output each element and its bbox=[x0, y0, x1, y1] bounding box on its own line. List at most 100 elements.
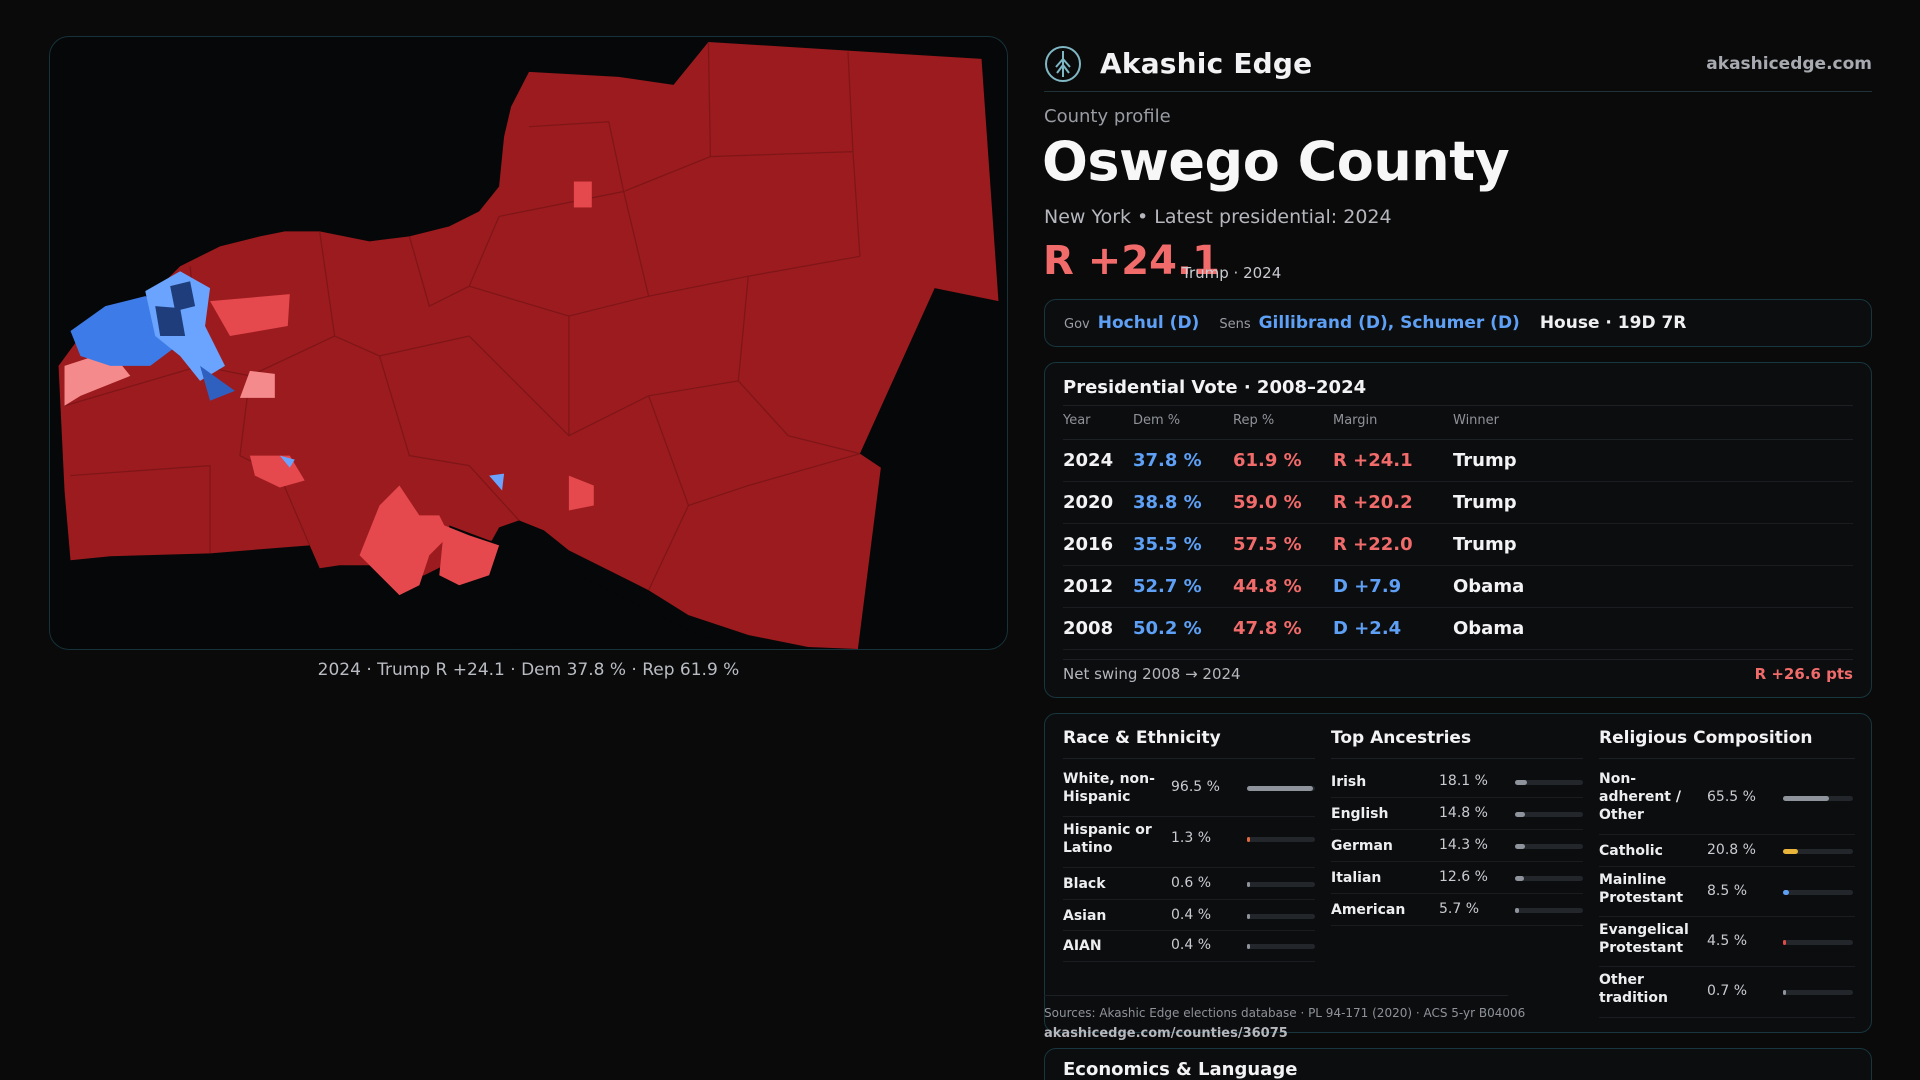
net-swing-label: Net swing 2008 → 2024 bbox=[1063, 665, 1241, 683]
religion-bar bbox=[1783, 890, 1853, 895]
ancestry-value: 14.8 % bbox=[1439, 805, 1488, 821]
sens-key: Sens bbox=[1219, 317, 1251, 332]
ancestry-row: American 5.7 % bbox=[1331, 894, 1583, 926]
swing-rule bbox=[1063, 659, 1853, 660]
religion-bar-fill bbox=[1783, 796, 1829, 801]
col-header-year: Year bbox=[1063, 413, 1091, 428]
senators-link[interactable]: Gillibrand (D), Schumer (D) bbox=[1258, 313, 1520, 333]
ancestry-bar-fill bbox=[1515, 780, 1528, 785]
race-bar bbox=[1247, 914, 1315, 919]
religion-value: 8.5 % bbox=[1707, 883, 1748, 899]
race-value: 0.4 % bbox=[1171, 907, 1212, 923]
sources-url-link[interactable]: akashicedge.com/counties/36075 bbox=[1044, 1026, 1288, 1041]
ancestry-label: Italian bbox=[1331, 870, 1382, 886]
county-map[interactable] bbox=[49, 36, 1008, 650]
row-margin: D +2.4 bbox=[1333, 618, 1402, 639]
ancestry-label: English bbox=[1331, 806, 1389, 822]
religion-bar bbox=[1783, 990, 1853, 995]
col-header-dem: Dem % bbox=[1133, 413, 1181, 428]
site-header: Akashic Edge akashicedge.com bbox=[1044, 36, 1872, 92]
county-map-svg bbox=[58, 41, 999, 649]
presidential-vote-card: Presidential Vote · 2008–2024 Year Dem %… bbox=[1044, 362, 1872, 698]
religion-bar-fill bbox=[1783, 990, 1786, 995]
religion-row: Non-adherent / Other 65.5 % bbox=[1599, 766, 1855, 835]
race-bar bbox=[1247, 882, 1315, 887]
religion-bar bbox=[1783, 940, 1853, 945]
race-value: 0.6 % bbox=[1171, 875, 1212, 891]
row-dem: 52.7 % bbox=[1133, 576, 1202, 597]
religion-label: Other tradition bbox=[1599, 972, 1668, 1006]
latest-margin: R +24.1 bbox=[1043, 238, 1220, 284]
demographics-card: Race & Ethnicity White, non-Hispanic 96.5… bbox=[1044, 713, 1872, 1033]
race-label: Asian bbox=[1063, 908, 1107, 924]
row-rep: 59.0 % bbox=[1233, 492, 1302, 513]
col-header-winner: Winner bbox=[1453, 413, 1500, 428]
ancestry-bar bbox=[1515, 844, 1583, 849]
religion-bar-fill bbox=[1783, 890, 1789, 895]
row-dem: 35.5 % bbox=[1133, 534, 1202, 555]
profile-subline: New York • Latest presidential: 2024 bbox=[1044, 206, 1392, 228]
row-winner: Trump bbox=[1453, 534, 1517, 555]
row-winner: Obama bbox=[1453, 618, 1525, 639]
race-row: White, non-Hispanic 96.5 % bbox=[1063, 766, 1315, 817]
race-label: Hispanic or Latino bbox=[1063, 822, 1152, 856]
ancestry-row: Irish 18.1 % bbox=[1331, 766, 1583, 798]
economics-card: Economics & Language bbox=[1044, 1048, 1872, 1080]
row-year: 2008 bbox=[1063, 618, 1114, 639]
religion-row: Mainline Protestant 8.5 % bbox=[1599, 867, 1855, 917]
religion-value: 0.7 % bbox=[1707, 983, 1748, 999]
col-header-margin: Margin bbox=[1333, 413, 1378, 428]
lake-water bbox=[444, 525, 809, 649]
table-row[interactable]: 2012 52.7 % 44.8 % D +7.9 Obama bbox=[1063, 566, 1853, 608]
race-bar bbox=[1247, 786, 1315, 791]
county-shape bbox=[58, 41, 999, 649]
row-dem: 38.8 % bbox=[1133, 492, 1202, 513]
religion-label: Evangelical Protestant bbox=[1599, 922, 1689, 956]
race-row: AIAN 0.4 % bbox=[1063, 931, 1315, 962]
ancestry-bar bbox=[1515, 812, 1583, 817]
brand-name[interactable]: Akashic Edge bbox=[1100, 47, 1313, 80]
ancestry-bar-fill bbox=[1515, 844, 1525, 849]
ancestry-label: German bbox=[1331, 838, 1393, 854]
row-winner: Obama bbox=[1453, 576, 1525, 597]
governor-link[interactable]: Hochul (D) bbox=[1097, 313, 1200, 333]
religion-bar-fill bbox=[1783, 940, 1787, 945]
ancestry-label: American bbox=[1331, 902, 1406, 918]
site-url-link[interactable]: akashicedge.com bbox=[1706, 53, 1872, 74]
map-caption: 2024 · Trump R +24.1 · Dem 37.8 % · Rep … bbox=[317, 660, 740, 680]
ancestry-row: Italian 12.6 % bbox=[1331, 862, 1583, 894]
row-rep: 61.9 % bbox=[1233, 450, 1302, 471]
religion-value: 20.8 % bbox=[1707, 842, 1756, 858]
row-margin: D +7.9 bbox=[1333, 576, 1402, 597]
race-bar bbox=[1247, 837, 1315, 842]
votes-title-rule bbox=[1063, 405, 1853, 406]
row-margin: R +24.1 bbox=[1333, 450, 1413, 471]
sources-rule bbox=[1044, 995, 1508, 996]
ancestry-value: 5.7 % bbox=[1439, 901, 1480, 917]
row-margin: R +22.0 bbox=[1333, 534, 1413, 555]
table-row[interactable]: 2020 38.8 % 59.0 % R +20.2 Trump bbox=[1063, 482, 1853, 524]
ancestry-title: Top Ancestries bbox=[1331, 728, 1472, 748]
race-label: AIAN bbox=[1063, 938, 1102, 954]
race-value: 1.3 % bbox=[1171, 830, 1212, 846]
net-swing-value: R +26.6 pts bbox=[1754, 665, 1853, 683]
precincts-highlight bbox=[64, 181, 594, 596]
race-label: White, non-Hispanic bbox=[1063, 771, 1155, 805]
header-rule bbox=[1063, 439, 1853, 440]
religion-row: Catholic 20.8 % bbox=[1599, 835, 1855, 867]
ancestry-bar bbox=[1515, 780, 1583, 785]
ancestry-value: 18.1 % bbox=[1439, 773, 1488, 789]
ancestry-value: 12.6 % bbox=[1439, 869, 1488, 885]
table-row[interactable]: 2016 35.5 % 57.5 % R +22.0 Trump bbox=[1063, 524, 1853, 566]
religion-label: Non-adherent / Other bbox=[1599, 771, 1681, 823]
ancestry-row: German 14.3 % bbox=[1331, 830, 1583, 862]
race-bar-fill bbox=[1247, 944, 1250, 949]
religion-title-rule bbox=[1599, 758, 1855, 759]
table-row[interactable]: 2024 37.8 % 61.9 % R +24.1 Trump bbox=[1063, 440, 1853, 482]
religion-row: Other tradition 0.7 % bbox=[1599, 967, 1855, 1018]
row-winner: Trump bbox=[1453, 492, 1517, 513]
tree-globe-icon[interactable] bbox=[1044, 45, 1082, 83]
religion-bar bbox=[1783, 849, 1853, 854]
race-label: Black bbox=[1063, 876, 1106, 892]
table-row[interactable]: 2008 50.2 % 47.8 % D +2.4 Obama bbox=[1063, 608, 1853, 650]
